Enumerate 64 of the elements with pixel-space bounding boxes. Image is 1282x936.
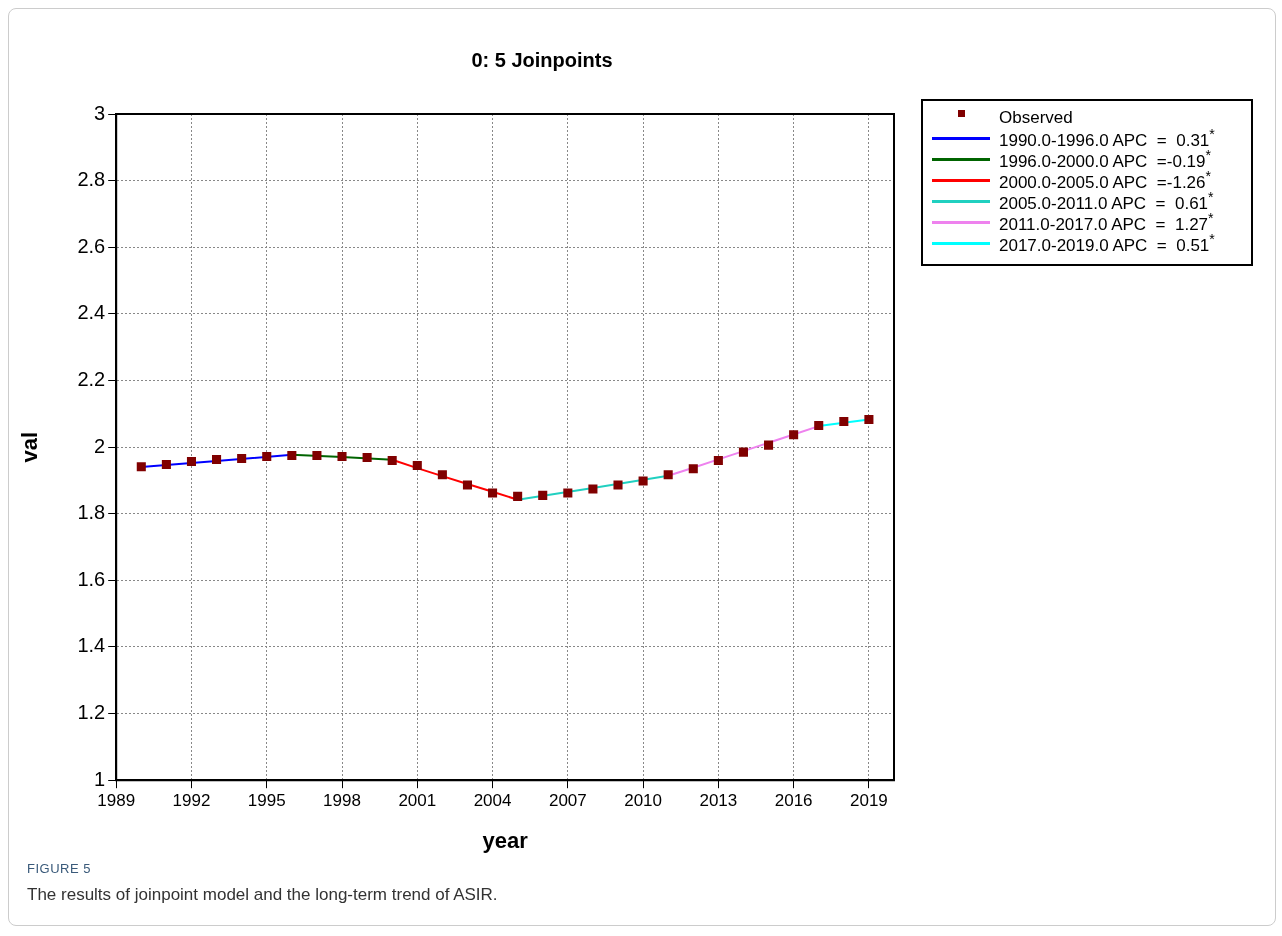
point [789, 430, 799, 440]
x-tick-label: 2001 [398, 791, 437, 811]
point [638, 476, 648, 486]
point [412, 460, 422, 470]
y-tick-label: 1.6 [77, 567, 106, 590]
point [262, 451, 272, 461]
text: The results of joinpoint model and the long-term trend of ASIR. [27, 885, 498, 905]
point [337, 451, 347, 461]
point [387, 455, 397, 465]
point [186, 456, 197, 466]
point [814, 420, 824, 430]
point [864, 414, 874, 424]
legend-label: 1996.0-2000.0 APC =-0.19$^{*}$ [999, 147, 1212, 171]
point [713, 455, 723, 465]
caption: FIGURE 5 [27, 861, 91, 876]
x-tick-label: 2010 [624, 791, 663, 811]
point [688, 464, 698, 474]
y-tick-label: 1 [94, 767, 106, 790]
point [563, 488, 573, 498]
point [161, 459, 171, 469]
y-tick-label: 2.6 [77, 234, 106, 257]
point [237, 453, 247, 463]
point [613, 480, 623, 490]
point [488, 488, 498, 498]
legend-label: 2005.0-2011.0 APC = 0.61$^{*}$ [999, 189, 1214, 213]
x-tick-label: 2004 [473, 791, 512, 811]
y-tick-label: 1.8 [77, 501, 106, 524]
chart-title: 0: 5 Joinpoints [470, 49, 614, 72]
legend-label: 1990.0-1996.0 APC = 0.31$^{*}$ [999, 126, 1215, 150]
x-tick-label: 2019 [850, 791, 888, 811]
x-tick-label: 2016 [774, 791, 813, 811]
x-axis-title: year [482, 827, 529, 853]
point [839, 416, 849, 426]
y-tick-label: 2.4 [77, 301, 106, 324]
legend-label: 2011.0-2017.0 APC = 1.27$^{*}$ [999, 210, 1214, 234]
x-tick-label: 1992 [172, 791, 211, 811]
point [538, 490, 548, 500]
y-tick-label: 2 [94, 434, 106, 457]
point [513, 491, 523, 501]
legend-label: Observed [999, 107, 1073, 128]
point [764, 440, 774, 450]
point [588, 484, 598, 494]
x-tick-label: 2007 [548, 791, 587, 811]
point [738, 447, 748, 457]
legend-label: 2017.0-2019.0 APC = 0.51$^{*}$ [999, 231, 1215, 255]
point [462, 480, 472, 490]
x-tick-label: 1989 [97, 791, 136, 811]
legend-label: 2000.0-2005.0 APC =-1.26$^{*}$ [999, 168, 1212, 192]
y-tick-label: 1.4 [77, 634, 106, 657]
y-axis-title: val [17, 431, 43, 463]
point [437, 470, 447, 480]
point [136, 462, 146, 472]
y-tick-label: 1.2 [77, 701, 106, 724]
x-tick-label: 2013 [699, 791, 738, 811]
point [312, 450, 322, 460]
point [212, 454, 222, 464]
y-tick-label: 2.2 [77, 368, 106, 390]
x-tick-label: 1998 [323, 791, 361, 811]
point [287, 450, 297, 460]
point [663, 470, 673, 480]
x-tick-label: 1995 [247, 791, 286, 811]
point [362, 452, 372, 462]
y-tick-label: 2.8 [77, 168, 106, 191]
y-tick-label: 3 [94, 101, 106, 124]
